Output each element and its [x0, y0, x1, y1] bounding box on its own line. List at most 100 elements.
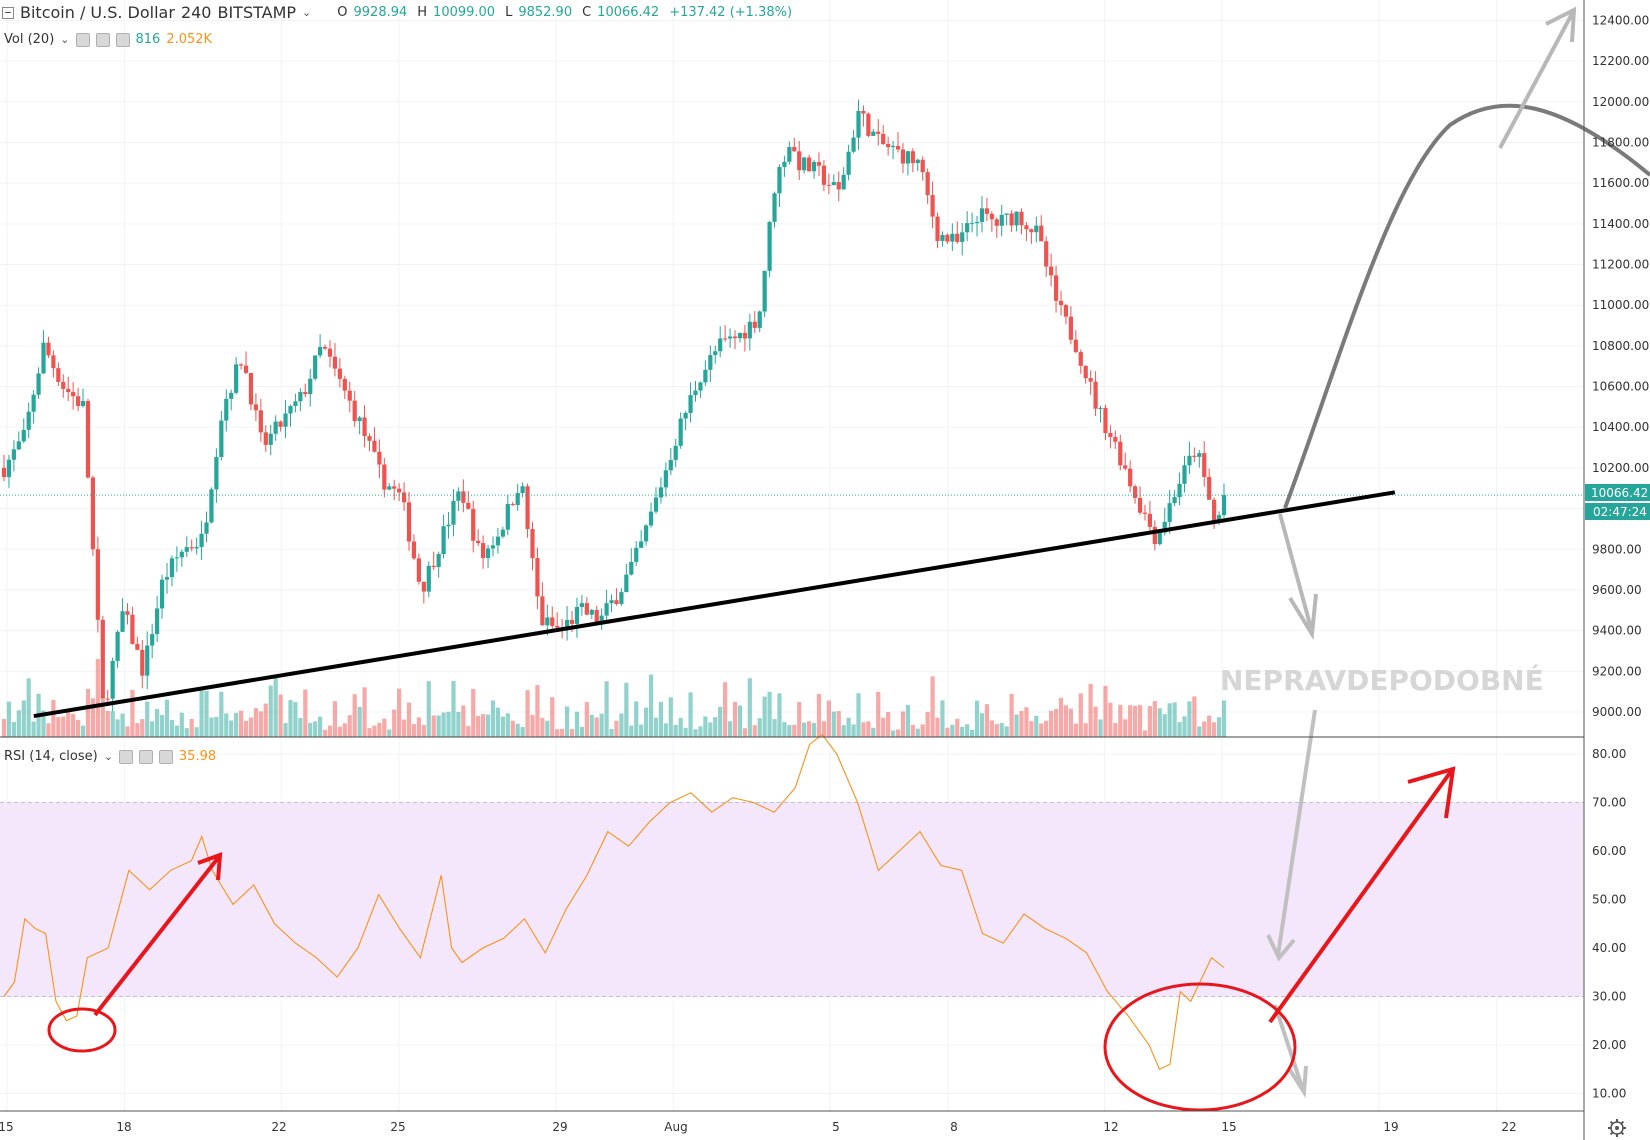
candle-body [120, 611, 125, 632]
candle-body [1192, 455, 1197, 457]
projection-curve[interactable] [1283, 103, 1650, 509]
candle-body [194, 547, 199, 549]
candle-body [846, 151, 851, 175]
candle-body [1103, 407, 1108, 434]
rsi-circle-left[interactable] [47, 1007, 117, 1053]
rsi-arrow-left-line[interactable] [93, 856, 220, 1017]
price-tick-label: 11800.00 [1592, 135, 1649, 149]
settings-gear-icon[interactable] [1608, 1119, 1626, 1137]
visibility-icon[interactable] [118, 749, 133, 764]
down-arrow-2-head [1266, 934, 1296, 962]
candle-body [1162, 521, 1167, 533]
candle-body [219, 420, 224, 457]
volume-bar [174, 725, 179, 737]
volume-bar [362, 687, 367, 737]
collapse-icon[interactable] [2, 6, 14, 19]
close-icon[interactable] [115, 32, 130, 47]
down-arrow-2-line[interactable] [1276, 709, 1317, 956]
candle-body [495, 536, 501, 546]
volume-bar [510, 720, 515, 737]
candle-body [61, 381, 66, 389]
candle-body [327, 348, 333, 357]
candle-body [253, 404, 259, 411]
volume-ma-value: 2.052K [166, 32, 213, 47]
volume-bar [876, 691, 881, 737]
volume-bar [1212, 722, 1217, 737]
candle-body [71, 392, 76, 397]
candle-body [115, 631, 120, 661]
ohlc-low-value: 9852.90 [518, 5, 573, 20]
volume-bar [1083, 723, 1088, 737]
close-icon[interactable] [158, 749, 173, 764]
candle-body [342, 378, 347, 391]
candle-body [974, 221, 980, 224]
volume-bar [1172, 702, 1177, 737]
volume-legend-label[interactable]: Vol (20) [4, 32, 55, 47]
volume-bar [1068, 708, 1073, 737]
volume-bar [209, 717, 214, 737]
volume-bar [841, 725, 846, 737]
volume-bar [313, 721, 318, 737]
candle-body [940, 234, 945, 241]
up-arrow-line[interactable] [1498, 11, 1575, 149]
down-arrow-3-head [1288, 1065, 1308, 1099]
volume-bar [693, 729, 698, 737]
candle-body [955, 233, 960, 242]
volume-bar [431, 715, 436, 737]
candle-body [965, 223, 970, 233]
volume-bar [816, 693, 822, 737]
volume-bar [1123, 719, 1128, 737]
candle-body [653, 497, 659, 512]
rsi-axis[interactable]: 80.00 70.00 60.00 50.00 40.00 30.00 20.00 10.00 [1592, 747, 1626, 1101]
chevron-down-icon[interactable]: ⌄ [60, 33, 70, 46]
settings-icon[interactable] [138, 749, 153, 764]
volume-bar [1088, 683, 1093, 737]
candle-body [802, 157, 807, 171]
volume-bar [169, 719, 175, 737]
volume-bar [1113, 723, 1118, 737]
volume-bar [342, 723, 347, 737]
time-tick-label: 19 [1383, 1120, 1398, 1134]
candle-body [283, 413, 288, 427]
candle-body [1212, 499, 1217, 521]
candle-body [792, 146, 797, 152]
chevron-down-icon[interactable]: ⌄ [103, 750, 113, 763]
volume-bar [1192, 696, 1197, 737]
visibility-icon[interactable] [75, 32, 90, 47]
rsi-arrow-right-line[interactable] [1268, 768, 1454, 1024]
candle-body [1078, 352, 1083, 366]
price-axis[interactable]: 12400.00 12200.00 12000.00 11800.00 11600.00… [1592, 13, 1649, 719]
volume-bar [1004, 726, 1009, 737]
settings-icon[interactable] [95, 32, 110, 47]
chevron-down-icon[interactable]: ⌄ [302, 6, 312, 19]
symbol-interval[interactable]: 240 [180, 3, 212, 22]
down-arrow-3-line[interactable] [1273, 1004, 1305, 1091]
volume-bar [1103, 685, 1108, 737]
time-axis[interactable]: 15 18 22 25 29 Aug 5 8 12 15 19 22 [0, 1120, 1517, 1134]
down-arrow-1-line[interactable] [1278, 513, 1314, 633]
price-tick-label: 11400.00 [1592, 217, 1649, 231]
candle-body [1063, 305, 1069, 317]
rsi-legend-label[interactable]: RSI (14, close) [4, 749, 98, 764]
volume-bar [283, 723, 288, 737]
symbol-name[interactable]: Bitcoin / U.S. Dollar [20, 3, 175, 22]
candle-body [31, 394, 36, 412]
support-trendline[interactable] [33, 490, 1396, 719]
candle-body [1009, 213, 1014, 226]
candle-body [16, 441, 21, 450]
volume-bar [530, 715, 535, 737]
volume-bar [629, 725, 634, 737]
volume-bar [703, 716, 708, 737]
candle-body [1187, 455, 1192, 466]
volume-bar [905, 704, 910, 737]
volume-bar [1182, 716, 1187, 737]
candle-body [485, 548, 491, 559]
volume-bar [520, 726, 525, 737]
candle-body [51, 355, 56, 369]
rsi-circle-right[interactable] [1103, 982, 1297, 1112]
candle-body [1014, 211, 1019, 226]
volume-bar [298, 717, 303, 737]
volume-bar [347, 715, 352, 737]
symbol-exchange[interactable]: BITSTAMP [217, 3, 297, 22]
